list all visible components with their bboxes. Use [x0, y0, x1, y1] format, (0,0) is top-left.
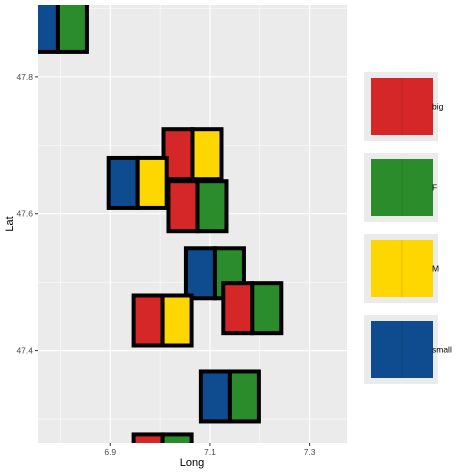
- legend-entry-big: big: [364, 72, 444, 141]
- point-stripe-f: [227, 369, 261, 424]
- point-stripe-m: [190, 127, 224, 182]
- y-tick-label: 47.8: [16, 72, 33, 82]
- data-point: [221, 281, 284, 336]
- point-stripe-big: [131, 293, 165, 348]
- legend-entry-small: small: [364, 315, 452, 384]
- data-point: [131, 293, 194, 348]
- axes: 6.9 7.1 7.3 47.4 47.6 47.8: [16, 72, 315, 457]
- data-point: [166, 179, 229, 234]
- legend-label: M: [432, 264, 439, 274]
- x-tick-label: 7.3: [304, 447, 316, 457]
- point-stripe-f: [160, 432, 194, 443]
- point-stripe-big: [221, 281, 255, 336]
- legend-label: small: [432, 345, 452, 355]
- data-point: [106, 155, 169, 210]
- y-axis-title: Lat: [4, 216, 16, 231]
- legend-key: [371, 78, 433, 135]
- legend-key: [371, 240, 433, 297]
- legend-entry-m: M: [364, 234, 439, 303]
- legend-label: big: [432, 102, 444, 112]
- y-tick-label: 47.6: [16, 209, 33, 219]
- data-point: [131, 432, 194, 443]
- legend-key: [371, 159, 433, 216]
- x-axis-title: Long: [180, 457, 204, 469]
- point-stripe-big: [166, 179, 200, 234]
- legend-entry-f: F: [364, 153, 438, 222]
- data-point: [38, 5, 89, 54]
- point-stripe-m: [135, 155, 169, 210]
- x-tick-label: 6.9: [104, 447, 116, 457]
- data-point: [198, 369, 261, 424]
- point-stripe-big: [131, 432, 165, 443]
- point-stripe-small: [183, 246, 217, 301]
- point-stripe-small: [198, 369, 232, 424]
- legend-key: [371, 321, 433, 378]
- point-stripe-f: [195, 179, 229, 234]
- y-tick-label: 47.4: [16, 346, 33, 356]
- point-stripe-f: [250, 281, 284, 336]
- legend-label: F: [432, 183, 437, 193]
- data-point: [161, 127, 224, 182]
- points: [38, 5, 284, 443]
- point-stripe-m: [160, 293, 194, 348]
- point-stripe-small: [106, 155, 140, 210]
- x-tick-label: 7.1: [204, 447, 216, 457]
- point-stripe-small: [38, 5, 60, 54]
- point-stripe-f: [55, 5, 89, 54]
